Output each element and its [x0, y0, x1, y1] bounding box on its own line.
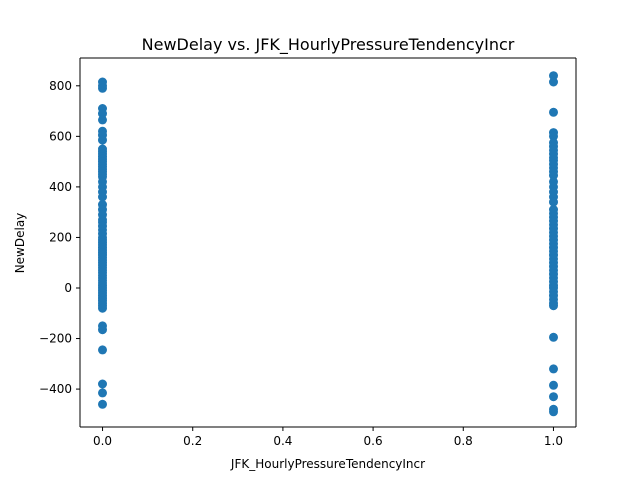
y-tick-label: −400 [39, 382, 72, 396]
data-point [549, 301, 558, 311]
x-tick-label: 0.0 [93, 434, 112, 448]
data-point [549, 107, 558, 117]
data-point [98, 83, 107, 93]
x-tick-label: 0.2 [183, 434, 202, 448]
data-point [549, 407, 558, 417]
data-point [98, 388, 107, 398]
data-points [98, 71, 558, 417]
data-point [549, 131, 558, 141]
y-tick-label: −200 [39, 332, 72, 346]
x-tick-label: 0.4 [273, 434, 292, 448]
data-point [549, 364, 558, 374]
y-tick-label: 0 [64, 281, 72, 295]
y-axis-ticks: −400 −200 0 200 400 600 800 [39, 79, 80, 396]
data-point [549, 392, 558, 402]
y-tick-label: 200 [49, 230, 72, 244]
y-tick-label: 800 [49, 79, 72, 93]
data-point [98, 325, 107, 335]
y-tick-label: 400 [49, 180, 72, 194]
axes-frame [79, 57, 577, 428]
y-axis-label: NewDelay [13, 213, 27, 274]
x-axis-label: JFK_HourlyPressureTendencyIncr [230, 457, 425, 471]
chart-title: NewDelay vs. JFK_HourlyPressureTendencyI… [142, 35, 515, 55]
data-point [98, 379, 107, 389]
data-point [549, 380, 558, 390]
data-point [98, 135, 107, 145]
data-point [549, 197, 558, 207]
data-point [549, 332, 558, 342]
data-point [549, 171, 558, 180]
data-point [549, 71, 558, 81]
y-tick-label: 600 [49, 129, 72, 143]
data-point [549, 77, 558, 87]
data-point [98, 115, 107, 125]
data-point [98, 303, 107, 313]
x-tick-label: 0.6 [364, 434, 383, 448]
x-tick-label: 0.8 [454, 434, 473, 448]
data-point [98, 192, 107, 202]
data-point [98, 399, 107, 409]
x-tick-label: 1.0 [544, 434, 563, 448]
x-axis-ticks: 0.0 0.2 0.4 0.6 0.8 1.0 [93, 427, 563, 448]
data-point [98, 345, 107, 355]
data-point [98, 109, 107, 119]
